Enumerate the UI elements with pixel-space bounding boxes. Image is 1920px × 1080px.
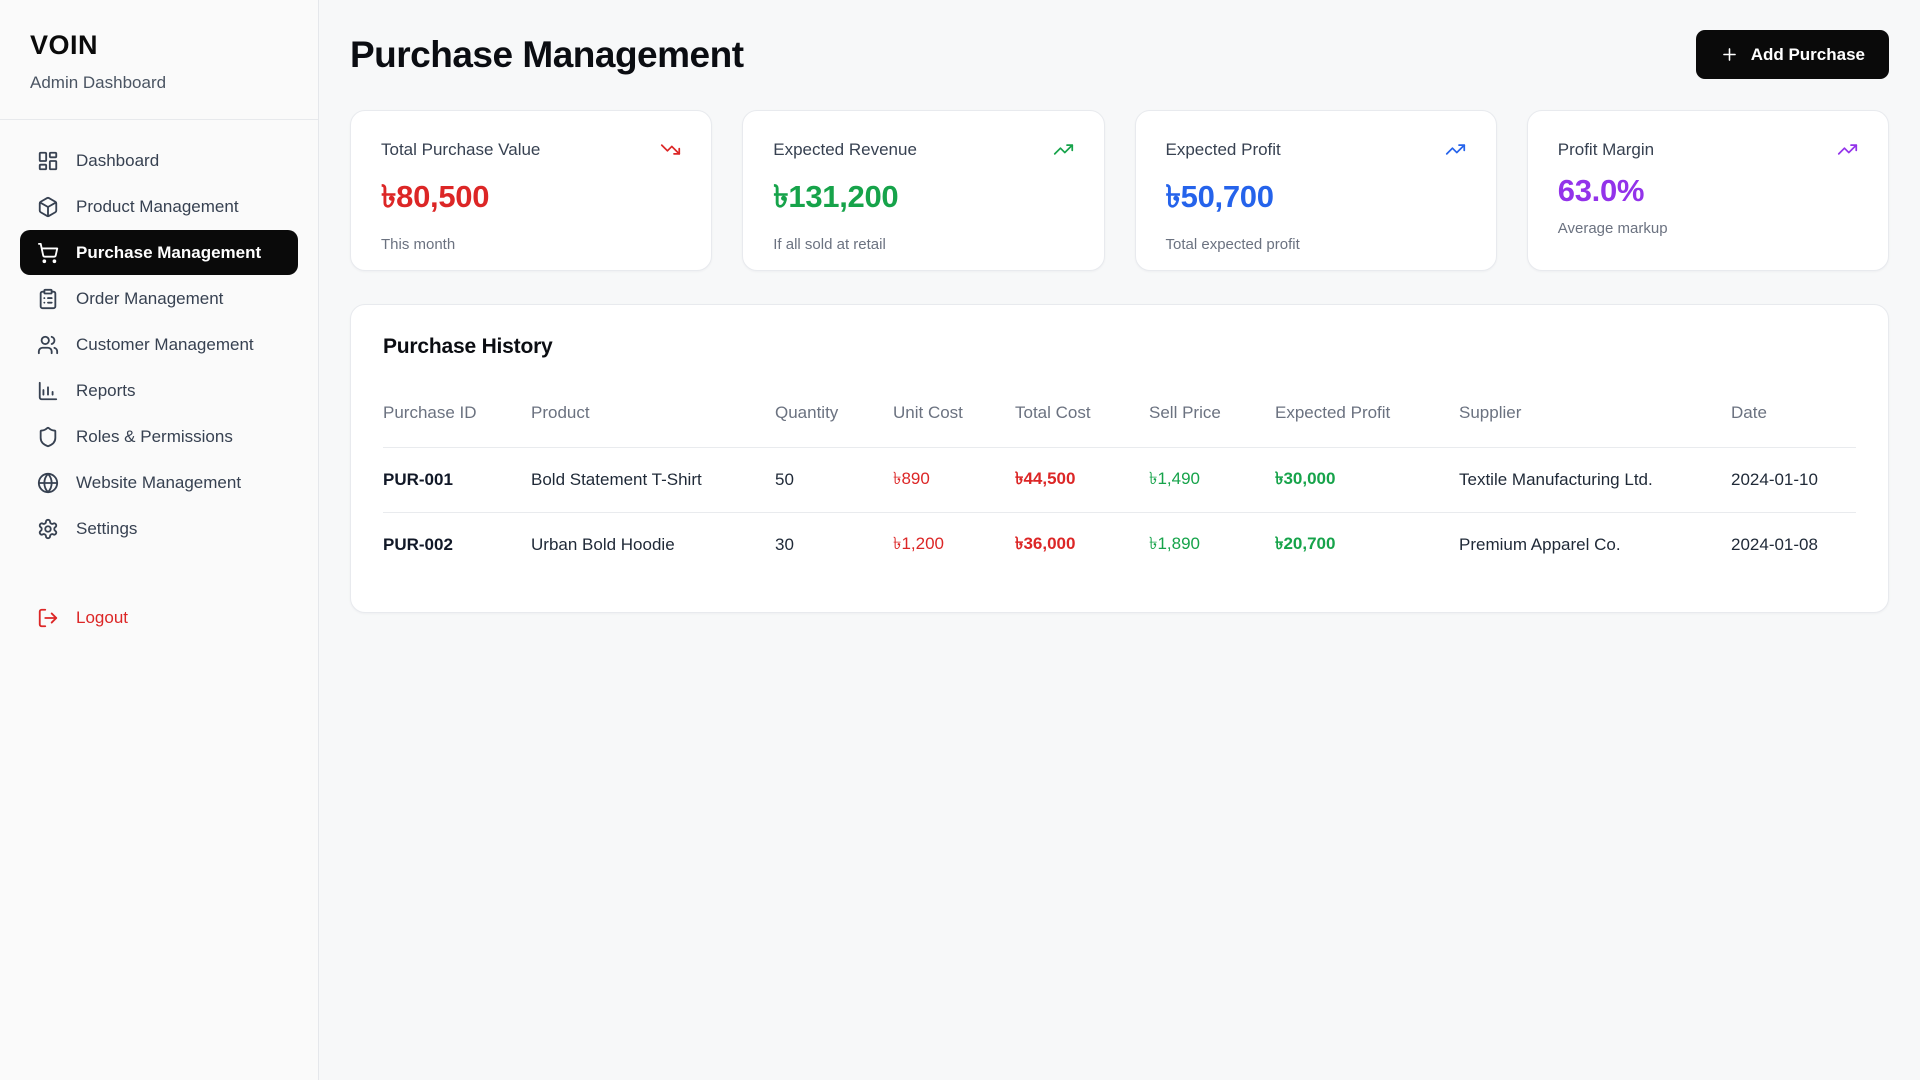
sidebar-item-label: Order Management (76, 288, 224, 308)
sidebar-item-order-management[interactable]: Order Management (20, 276, 298, 321)
table-body: PUR-001 Bold Statement T-Shirt 50 ৳890 ৳44,5… (383, 447, 1856, 578)
column-header: Sell Price (1149, 385, 1275, 448)
sidebar-item-label: Settings (76, 518, 138, 538)
stat-card-profit-margin: Profit Margin 63.0% Average markup (1526, 110, 1889, 271)
cell-quantity: 30 (775, 535, 794, 555)
column-header: Purchase ID (383, 385, 531, 448)
table-row: PUR-002 Urban Bold Hoodie 30 ৳1,200 ৳36,000 ৳… (383, 513, 1856, 578)
stat-value: ৳80,500 (381, 179, 490, 214)
stat-card-expected-profit: Expected Profit ৳50,700 Total expected pro… (1134, 110, 1497, 271)
sidebar-item-label: Reports (76, 380, 136, 400)
shopping-cart-icon (37, 242, 59, 264)
table-row: PUR-001 Bold Statement T-Shirt 50 ৳890 ৳44,5… (383, 447, 1856, 513)
sidebar-header: VOIN Admin Dashboard (0, 0, 318, 120)
stat-sublabel: Average markup (1557, 220, 1668, 237)
column-header: Expected Profit (1275, 385, 1459, 448)
stat-value: ৳131,200 (773, 179, 899, 214)
stat-value: ৳50,700 (1165, 179, 1274, 214)
main-content: Purchase Management Add Purchase Total P… (319, 0, 1920, 1080)
cell-purchase-id: PUR-001 (383, 447, 531, 513)
cell-quantity: 50 (775, 447, 893, 513)
stat-label: Expected Profit (1165, 139, 1281, 159)
globe-icon (37, 472, 59, 494)
cell-date: 2024-01-08 (1731, 535, 1818, 555)
sidebar-item-settings[interactable]: Settings (20, 506, 298, 551)
sidebar-item-website-management[interactable]: Website Management (20, 460, 298, 505)
bar-chart-icon (37, 380, 59, 402)
sidebar-item-dashboard[interactable]: Dashboard (20, 138, 298, 183)
purchase-history-table: Purchase ID Product Quantity Unit Cost Total… (383, 385, 1856, 578)
cell-unit-cost: ৳890 (893, 447, 1015, 513)
stat-sublabel: This month (381, 236, 456, 253)
column-header: Date (1731, 385, 1856, 448)
dashboard-icon (37, 150, 59, 172)
sidebar-item-label: Product Management (76, 196, 239, 216)
table-header-row: Purchase ID Product Quantity Unit Cost Total… (383, 385, 1856, 448)
cell-sell-price: ৳1,490 (1149, 447, 1275, 513)
gear-icon (37, 518, 59, 540)
stat-sublabel: If all sold at retail (773, 236, 886, 253)
sidebar-item-purchase-management[interactable]: Purchase Management (20, 230, 298, 275)
stat-sublabel: Total expected profit (1165, 236, 1300, 253)
add-purchase-button[interactable]: Add Purchase (1695, 30, 1889, 79)
sidebar-item-label: Roles & Permissions (76, 426, 233, 446)
sidebar-nav: Dashboard Product Management Purchase Mana… (0, 120, 318, 551)
column-header: Supplier (1459, 385, 1731, 448)
sidebar-item-label: Purchase Management (76, 242, 262, 262)
app-subtitle: Admin Dashboard (30, 73, 167, 92)
stat-label: Expected Revenue (773, 139, 917, 159)
trending-up-icon (1445, 139, 1466, 160)
stat-label: Profit Margin (1557, 139, 1655, 159)
page-title: Purchase Management (350, 33, 744, 75)
column-header: Total Cost (1015, 385, 1149, 448)
sidebar-item-reports[interactable]: Reports (20, 368, 298, 413)
cell-unit-cost: ৳1,200 (893, 534, 945, 554)
sidebar-item-product-management[interactable]: Product Management (20, 184, 298, 229)
cell-supplier: Textile Manufacturing Ltd. (1459, 447, 1731, 513)
logout-button[interactable]: Logout (20, 595, 298, 640)
sidebar-item-label: Website Management (76, 472, 242, 492)
shield-icon (37, 426, 59, 448)
trending-up-icon (1053, 139, 1074, 160)
app-logo: VOIN (30, 30, 99, 60)
logout-label: Logout (76, 607, 128, 627)
sidebar-item-label: Dashboard (76, 150, 160, 170)
package-icon (37, 196, 59, 218)
purchase-history-panel: Purchase History Purchase ID Product Quant… (350, 304, 1889, 613)
cell-sell-price: ৳1,890 (1149, 534, 1201, 554)
trending-up-icon (1837, 139, 1858, 160)
panel-title: Purchase History (383, 335, 553, 358)
cell-total-cost: ৳36,000 (1015, 534, 1076, 554)
cell-supplier: Premium Apparel Co. (1459, 535, 1621, 555)
add-purchase-label: Add Purchase (1750, 44, 1865, 64)
plus-icon (1720, 45, 1739, 64)
trending-down-icon (660, 139, 681, 160)
users-icon (37, 334, 59, 356)
sidebar: VOIN Admin Dashboard Dashboard Product Ma… (0, 0, 319, 1080)
cell-purchase-id: PUR-002 (383, 535, 453, 555)
stat-card-expected-revenue: Expected Revenue ৳131,200 If all sold at r… (742, 110, 1105, 271)
stat-value: 63.0% (1557, 173, 1645, 208)
cell-total-cost: ৳44,500 (1015, 447, 1149, 513)
clipboard-list-icon (37, 288, 59, 310)
sidebar-item-roles-permissions[interactable]: Roles & Permissions (20, 414, 298, 459)
column-header: Unit Cost (893, 385, 1015, 448)
page-header: Purchase Management Add Purchase (350, 30, 1889, 79)
column-header: Product (531, 385, 775, 448)
stat-card-total-purchase-value: Total Purchase Value ৳80,500 This month (350, 110, 713, 271)
sidebar-item-customer-management[interactable]: Customer Management (20, 322, 298, 367)
cell-expected-profit: ৳20,700 (1275, 534, 1336, 554)
logout-icon (37, 607, 59, 629)
cell-product: Urban Bold Hoodie (531, 535, 675, 555)
column-header: Quantity (775, 385, 893, 448)
stat-label: Total Purchase Value (381, 139, 541, 159)
stats-row: Total Purchase Value ৳80,500 This month Exp… (350, 110, 1889, 271)
cell-date: 2024-01-10 (1731, 447, 1856, 513)
cell-product: Bold Statement T-Shirt (531, 447, 775, 513)
cell-expected-profit: ৳30,000 (1275, 447, 1459, 513)
sidebar-item-label: Customer Management (76, 334, 254, 354)
